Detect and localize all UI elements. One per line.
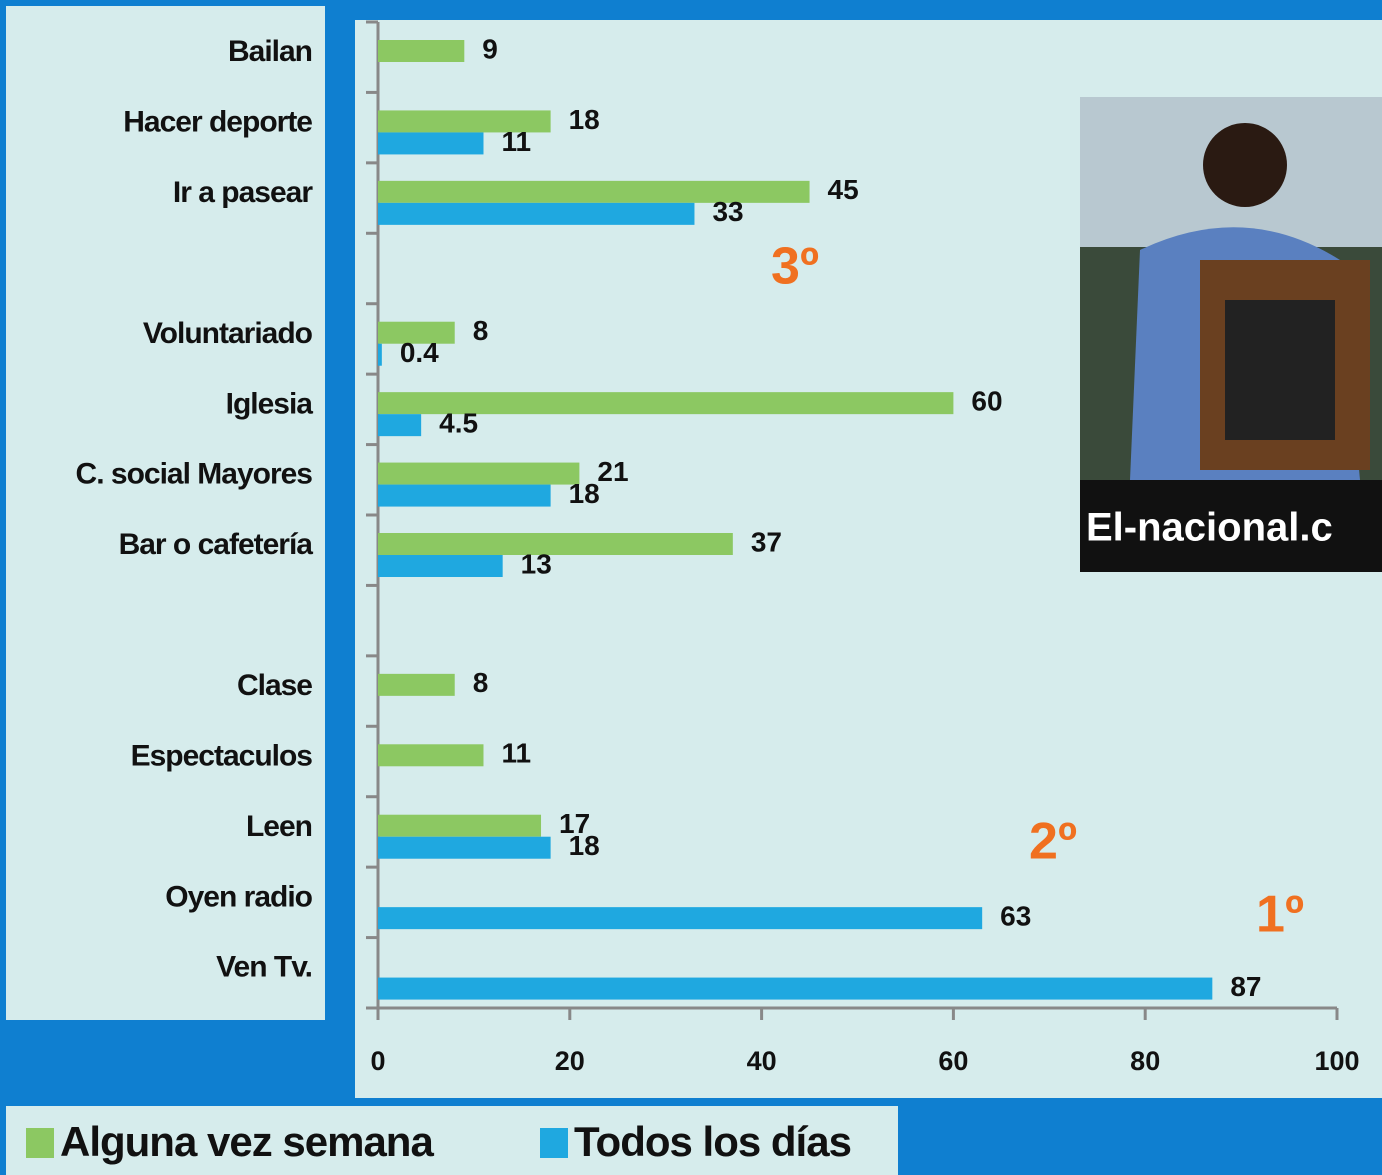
- data-label: 8: [473, 667, 489, 698]
- data-label: 9: [482, 33, 498, 64]
- y-tick-label: Iglesia: [226, 387, 314, 420]
- x-tick-label: 40: [747, 1046, 777, 1076]
- data-label: 87: [1230, 971, 1261, 1002]
- bar: [378, 907, 983, 930]
- x-tick-label: 20: [555, 1046, 585, 1076]
- legend-swatch: [540, 1128, 568, 1158]
- bar: [378, 673, 455, 696]
- data-label: 4.5: [439, 408, 478, 439]
- y-tick-label: Ven Tv.: [216, 951, 312, 984]
- data-label: 0.4: [400, 337, 439, 368]
- y-tick-label: Oyen radio: [165, 880, 312, 913]
- y-tick-label: Hacer deporte: [123, 106, 312, 139]
- data-label: 63: [1000, 901, 1031, 932]
- bar: [378, 533, 733, 555]
- bar: [378, 180, 810, 203]
- bar: [378, 202, 695, 225]
- data-label: 18: [569, 830, 600, 861]
- bar: [378, 343, 382, 366]
- y-tick-label: Ir a pasear: [173, 176, 313, 209]
- bar: [378, 462, 580, 485]
- legend-swatch: [26, 1128, 54, 1158]
- annotation: 3º: [771, 238, 819, 296]
- data-label: 45: [828, 174, 859, 205]
- y-tick-label: C. social Mayores: [76, 458, 313, 491]
- x-tick-label: 80: [1130, 1046, 1160, 1076]
- data-label: 33: [712, 196, 743, 227]
- y-tick-label: Espectaculos: [131, 739, 313, 772]
- bar: [378, 814, 542, 837]
- y-tick-label: Leen: [246, 810, 312, 843]
- label-panel: [6, 6, 325, 1020]
- data-label: 17: [559, 808, 590, 839]
- legend-label: Todos los días: [574, 1118, 851, 1165]
- bar: [378, 414, 422, 437]
- x-tick-label: 60: [938, 1046, 968, 1076]
- data-label: 21: [597, 456, 628, 487]
- legend-label: Alguna vez semana: [60, 1118, 434, 1165]
- data-label: 11: [501, 126, 531, 157]
- bar: [378, 321, 455, 344]
- annotation: 2º: [1029, 813, 1077, 871]
- data-label: 37: [751, 526, 782, 557]
- y-tick-label: Bailan: [228, 35, 312, 68]
- photo-screen: [1225, 300, 1335, 440]
- data-label: 60: [971, 386, 1002, 417]
- bar: [378, 836, 551, 859]
- data-label: 11: [501, 738, 531, 769]
- photo-caption: El-nacional.c: [1086, 506, 1333, 550]
- photo-head: [1203, 123, 1287, 207]
- bar: [378, 977, 1213, 1000]
- bar: [378, 40, 465, 62]
- bar: [378, 484, 551, 507]
- x-tick-label: 0: [370, 1046, 385, 1076]
- photo: [1080, 97, 1382, 572]
- data-label: 8: [473, 315, 489, 346]
- annotation: 1º: [1256, 886, 1304, 944]
- x-tick-label: 100: [1314, 1046, 1359, 1076]
- data-label: 18: [569, 104, 600, 135]
- bar: [378, 132, 484, 155]
- bar: [378, 110, 551, 133]
- bar: [378, 555, 503, 577]
- y-tick-label: Voluntariado: [143, 317, 313, 350]
- bar: [378, 744, 484, 767]
- y-tick-label: Clase: [237, 669, 312, 702]
- photo-bottom: [1080, 480, 1382, 572]
- y-tick-label: Bar o cafetería: [119, 528, 314, 561]
- data-label: 18: [569, 478, 600, 509]
- data-label: 13: [521, 548, 552, 579]
- bar: [378, 392, 954, 415]
- legend-panel: [6, 1106, 898, 1175]
